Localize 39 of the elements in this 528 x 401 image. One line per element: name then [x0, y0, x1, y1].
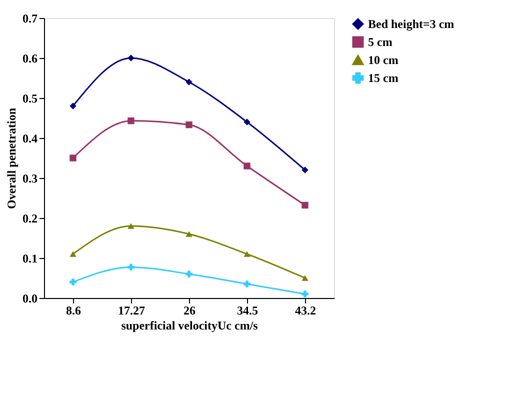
point — [186, 78, 192, 86]
point — [128, 54, 134, 62]
x-tick-label: 34.5 — [237, 304, 258, 318]
point — [244, 162, 250, 170]
point — [186, 270, 192, 278]
point — [128, 223, 134, 229]
x-tick-label: 43.2 — [295, 304, 316, 318]
y-tick-label: 0.3 — [22, 172, 38, 186]
point — [244, 251, 250, 257]
y-tick-label: 0.2 — [22, 212, 38, 226]
point — [244, 118, 250, 126]
y-axis-title: Overall penetration — [4, 108, 18, 209]
point — [128, 117, 134, 124]
x-tick-label: 17.27 — [118, 304, 145, 318]
point — [302, 290, 308, 298]
y-tick-label: 0.1 — [22, 252, 38, 266]
legend-label: Bed height=3 cm — [368, 17, 454, 31]
x-tick-label: 8.6 — [66, 304, 81, 318]
y-tick-label: 0.0 — [22, 292, 38, 306]
point — [302, 202, 308, 209]
point — [302, 275, 308, 281]
x-tick-label: 26 — [184, 304, 196, 318]
legend-label: 15 cm — [368, 71, 398, 85]
legend-label: 10 cm — [368, 53, 398, 67]
point — [128, 264, 134, 271]
y-tick-label: 0.4 — [22, 132, 38, 146]
point — [70, 154, 76, 162]
point — [70, 278, 76, 286]
point — [70, 102, 76, 110]
point — [302, 166, 308, 174]
y-tick-label: 0.6 — [22, 52, 38, 66]
point — [70, 251, 76, 257]
point — [186, 231, 192, 237]
y-tick-label: 0.7 — [22, 12, 38, 26]
point — [244, 280, 250, 288]
y-tick-label: 0.5 — [22, 92, 38, 106]
point — [186, 121, 192, 128]
x-axis-title: superficial velocityUc cm/s — [121, 318, 258, 332]
legend-label: 5 cm — [368, 35, 392, 49]
